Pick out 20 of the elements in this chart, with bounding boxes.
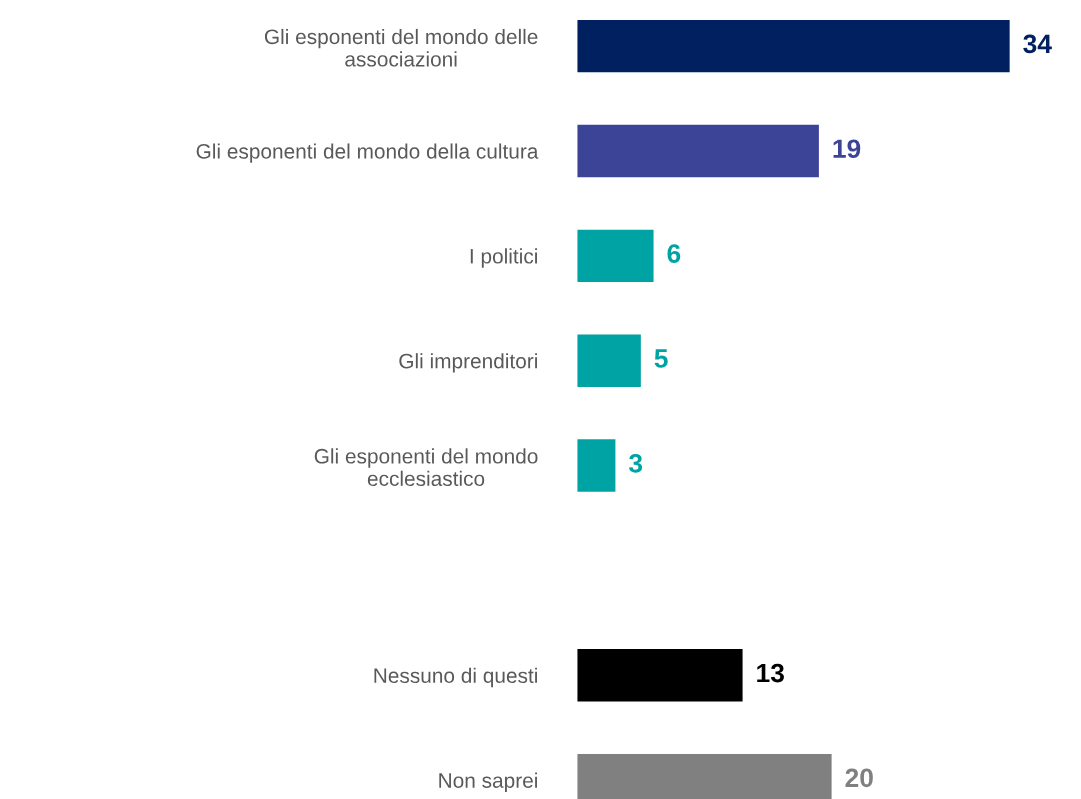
bar xyxy=(577,19,1010,73)
y-tick-label: Gli esponenti del mondo delle associazioni xyxy=(264,28,538,67)
bar xyxy=(577,229,654,283)
y-tick-label: Gli esponenti del mondo della cultura xyxy=(196,143,539,163)
y-tick-label: Gli esponenti del mondo ecclesiastico xyxy=(314,448,538,487)
data-label: 34 xyxy=(1023,34,1052,54)
data-label: 20 xyxy=(845,768,873,788)
bar xyxy=(577,649,743,702)
data-label: 3 xyxy=(628,453,643,473)
y-tick-label: I politici xyxy=(470,248,537,268)
data-label: 5 xyxy=(654,349,668,368)
y-tick-label: Non saprei xyxy=(439,772,537,792)
bar xyxy=(577,124,819,178)
data-label: 6 xyxy=(667,244,681,263)
y-tick-label: Gli imprenditori xyxy=(399,353,537,373)
y-tick-label: Nessuno di questi xyxy=(374,667,537,688)
data-label: 13 xyxy=(757,663,784,683)
data-label: 19 xyxy=(833,139,861,159)
bar xyxy=(577,334,641,387)
bar xyxy=(577,439,616,492)
